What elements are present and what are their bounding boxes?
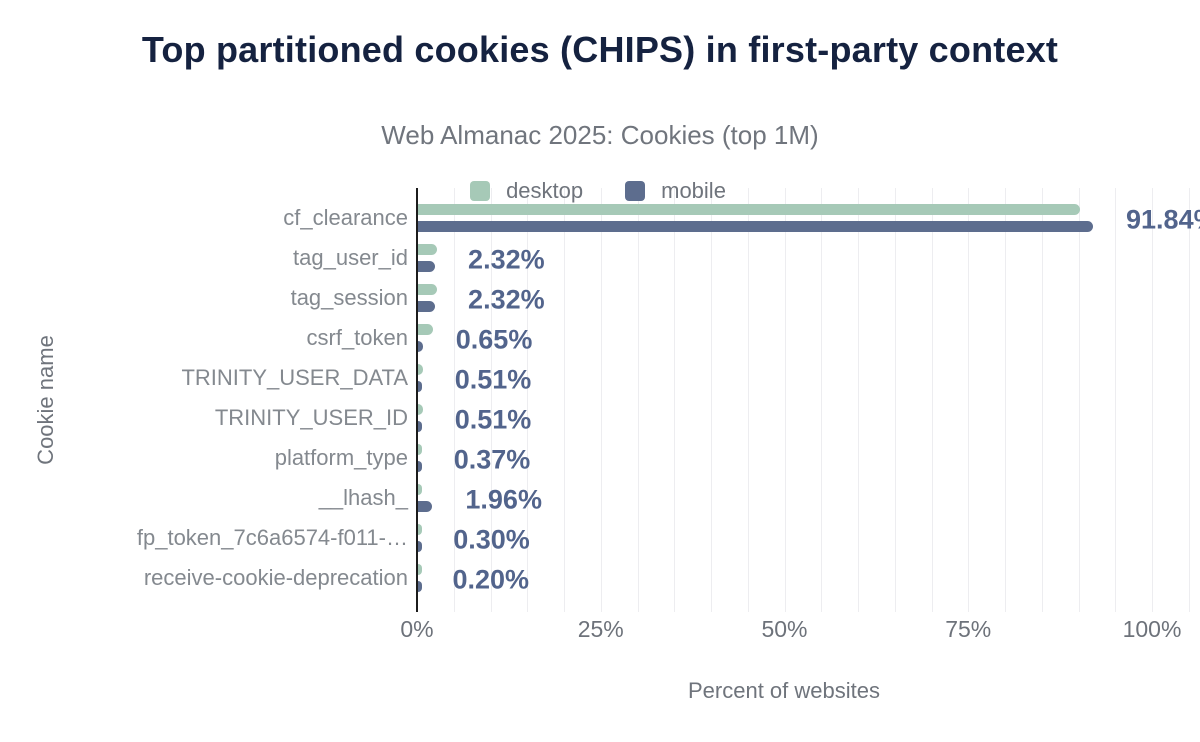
y-axis-line [416,188,418,612]
gridline [600,188,602,612]
bar-desktop [418,244,438,255]
chart-title: Top partitioned cookies (CHIPS) in first… [141,29,1059,70]
bar-desktop [418,444,423,455]
gridline [931,188,933,612]
gridline [1152,188,1153,612]
bar-mobile [418,381,422,392]
legend-label: desktop [506,178,584,203]
y-axis-title: Cookie name [33,335,58,465]
category-label: csrf_token [306,325,409,350]
gridline [858,188,859,612]
gridline [1005,188,1006,612]
x-tick-label: 25% [577,616,624,642]
value-label: 0.65% [455,324,533,355]
gridline [564,188,565,612]
gridline [968,188,970,612]
bar-mobile [418,461,422,472]
legend-item-desktop: desktop [470,178,583,204]
category-label: platform_type [274,445,408,470]
x-axis-title: Percent of websites [688,678,880,703]
gridline [527,188,529,612]
bar-desktop [418,564,422,575]
bar-desktop [418,404,424,415]
legend: desktop mobile [0,178,1196,204]
bar-mobile [418,541,422,552]
bar-desktop [418,204,1081,215]
legend-swatch-icon [470,181,491,201]
value-label: 1.96% [465,484,542,515]
legend-item-mobile: mobile [625,178,726,204]
bar-desktop [418,324,433,335]
legend-label: mobile [661,178,726,203]
value-label: 2.32% [468,284,545,315]
gridline [821,188,823,612]
gridline [784,188,786,612]
bar-mobile [418,421,422,432]
gridline [1041,188,1043,612]
x-tick-label: 0% [400,616,434,642]
bar-desktop [418,364,424,375]
value-label: 0.37% [453,444,531,475]
value-label: 0.20% [452,564,530,595]
value-label: 91.84% [1126,204,1200,235]
x-tick-label: 75% [945,616,992,642]
bar-mobile [418,221,1094,232]
bar-mobile [418,501,433,512]
legend-swatch-icon [625,181,646,201]
category-label: tag_user_id [293,245,408,270]
category-label: TRINITY_USER_DATA [181,365,408,390]
category-label: receive-cookie-deprecation [143,565,408,590]
x-tick-label: 50% [761,616,808,642]
bar-desktop [418,484,422,495]
gridline [1188,188,1190,612]
category-label: TRINITY_USER_ID [214,405,408,430]
bar-desktop [418,524,422,535]
bar-mobile [418,581,422,592]
gridline [637,188,639,612]
category-label: fp_token_7c6a6574-f011-… [136,525,408,550]
gridline [711,188,712,612]
gridline [1078,188,1080,612]
gridline [747,188,749,612]
x-tick-label: 100% [1122,616,1182,642]
gridline [1115,188,1117,612]
gridline [674,188,676,612]
category-label: __lhash_ [318,485,408,510]
value-label: 0.51% [454,364,532,395]
value-label: 2.32% [468,244,545,275]
value-label: 0.30% [453,524,530,555]
bar-mobile [418,261,436,272]
category-label: cf_clearance [283,205,408,230]
chart-subtitle: Web Almanac 2025: Cookies (top 1M) [381,120,819,150]
gridline [894,188,896,612]
bar-mobile [418,301,436,312]
gridline [453,188,455,612]
gridline [490,188,492,612]
value-label: 0.51% [454,404,532,435]
bar-desktop [418,284,438,295]
category-label: tag_session [290,285,408,310]
bar-mobile [418,341,423,352]
